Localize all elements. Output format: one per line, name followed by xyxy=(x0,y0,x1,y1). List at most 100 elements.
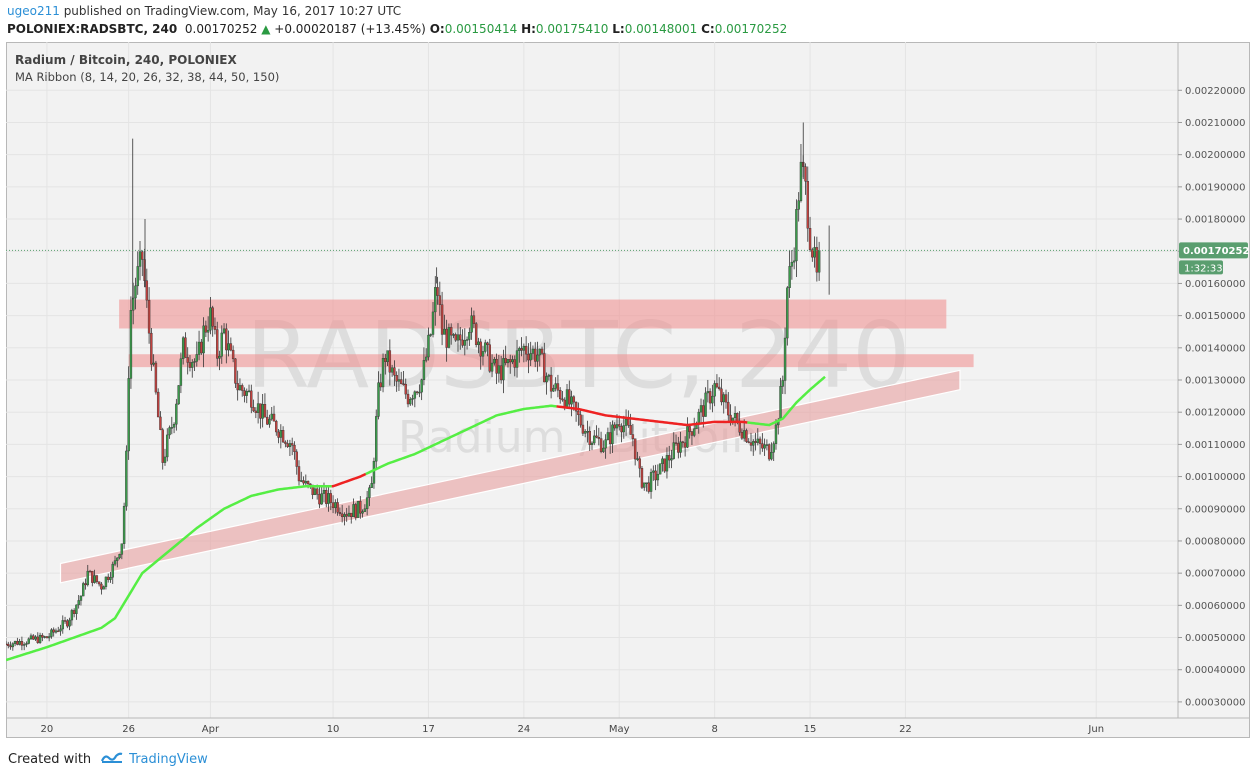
candle-body xyxy=(86,570,89,586)
candle-body xyxy=(486,342,489,345)
candle-body xyxy=(772,443,775,453)
candle-body xyxy=(588,431,591,445)
candle-body xyxy=(579,414,582,426)
candle-body xyxy=(431,311,435,335)
candle-body xyxy=(708,391,712,404)
candle-body xyxy=(156,391,160,418)
candle-body xyxy=(774,424,778,444)
time-tick-label: 10 xyxy=(327,724,340,735)
candle-body xyxy=(652,470,655,473)
candle-body xyxy=(540,348,544,354)
candle-body xyxy=(415,391,419,394)
candle-body xyxy=(781,380,784,387)
candle-body xyxy=(63,620,67,622)
candle-body xyxy=(602,447,605,452)
candle-body xyxy=(79,595,83,601)
candle-body xyxy=(429,334,432,336)
candle-body xyxy=(518,348,521,351)
author-link[interactable]: ugeo211 xyxy=(7,4,60,18)
candle-body xyxy=(179,358,183,386)
candle-body xyxy=(18,641,21,645)
candle-body xyxy=(595,435,598,438)
candle-body xyxy=(488,344,491,372)
candle-body xyxy=(61,620,64,630)
candle-body xyxy=(338,512,342,515)
candle-body xyxy=(59,628,62,632)
candle-body xyxy=(104,576,108,587)
candle-body xyxy=(216,329,219,359)
candle-body xyxy=(127,378,130,452)
candle-body xyxy=(577,410,580,416)
candle-body xyxy=(606,432,610,440)
candle-body xyxy=(552,388,555,392)
price-chart[interactable]: RADSBTC, 240 Radium / Bitcoin 0.00030000… xyxy=(6,42,1250,738)
resistance-zones xyxy=(119,299,974,368)
candle-body xyxy=(116,557,119,561)
candle-body xyxy=(647,482,650,492)
time-tick-label: Apr xyxy=(202,724,220,735)
candle-body xyxy=(622,425,625,433)
tradingview-link[interactable]: TradingView xyxy=(129,751,208,767)
candle-body xyxy=(686,426,689,448)
candle-body xyxy=(377,382,380,417)
price-tick-label: 0.00030000 xyxy=(1185,697,1245,708)
candle-body xyxy=(20,641,24,646)
price-tick-label: 0.00070000 xyxy=(1185,569,1245,580)
candle-body xyxy=(290,443,294,446)
ma150-segment-above xyxy=(6,484,332,662)
candle-body xyxy=(211,307,214,327)
candle-body xyxy=(68,619,71,627)
legend-title: Radium / Bitcoin, 240, POLONIEX xyxy=(15,53,237,67)
candle-body xyxy=(456,334,460,341)
candle-body xyxy=(638,458,641,469)
candle-body xyxy=(683,442,687,448)
candle-body xyxy=(109,577,112,580)
candle-body xyxy=(817,250,821,273)
candle-body xyxy=(175,403,178,425)
high-value: 0.00175410 xyxy=(535,22,609,36)
close-label: C: xyxy=(701,22,715,36)
candle-body xyxy=(633,438,637,460)
candle-body xyxy=(574,401,578,412)
candle-body xyxy=(404,383,407,395)
last-price-tag-box xyxy=(1179,242,1248,259)
candle-body xyxy=(325,489,328,504)
candle-body xyxy=(111,563,114,578)
footer: Created with TradingView xyxy=(8,750,208,768)
candle-body xyxy=(474,323,478,345)
candle-body xyxy=(122,505,126,544)
candle-body xyxy=(147,299,151,334)
candle-body xyxy=(134,285,137,299)
candle-body xyxy=(247,390,251,393)
candle-body xyxy=(347,512,351,517)
candle-body xyxy=(670,458,673,461)
candle-body xyxy=(604,439,607,449)
candle-body xyxy=(47,636,51,639)
price-tick-label: 0.00090000 xyxy=(1185,504,1245,515)
candle-body xyxy=(527,353,530,361)
candle-body xyxy=(452,334,455,336)
candle-body xyxy=(513,359,516,368)
candle-body xyxy=(663,458,666,472)
candle-body xyxy=(150,332,153,365)
candle-body xyxy=(608,432,612,445)
candle-body xyxy=(792,260,796,263)
publish-text: published on TradingView.com, May 16, 20… xyxy=(63,4,402,18)
candle-body xyxy=(586,431,589,433)
candle-body xyxy=(66,620,69,627)
ma150-segment-above xyxy=(747,375,826,427)
candle-body xyxy=(213,326,217,330)
candle-body xyxy=(238,385,242,391)
candle-body xyxy=(783,337,787,381)
candle-body xyxy=(245,391,248,396)
candle-body xyxy=(25,643,28,645)
candle-body xyxy=(413,391,417,399)
candle-body xyxy=(790,261,794,267)
candle-body xyxy=(13,640,17,644)
candle-body xyxy=(102,586,105,590)
candle-body xyxy=(363,508,367,512)
candle-body xyxy=(693,428,696,436)
candle-body xyxy=(252,407,255,412)
time-tick-label: 22 xyxy=(899,724,912,735)
price-tick-label: 0.00120000 xyxy=(1185,408,1245,419)
